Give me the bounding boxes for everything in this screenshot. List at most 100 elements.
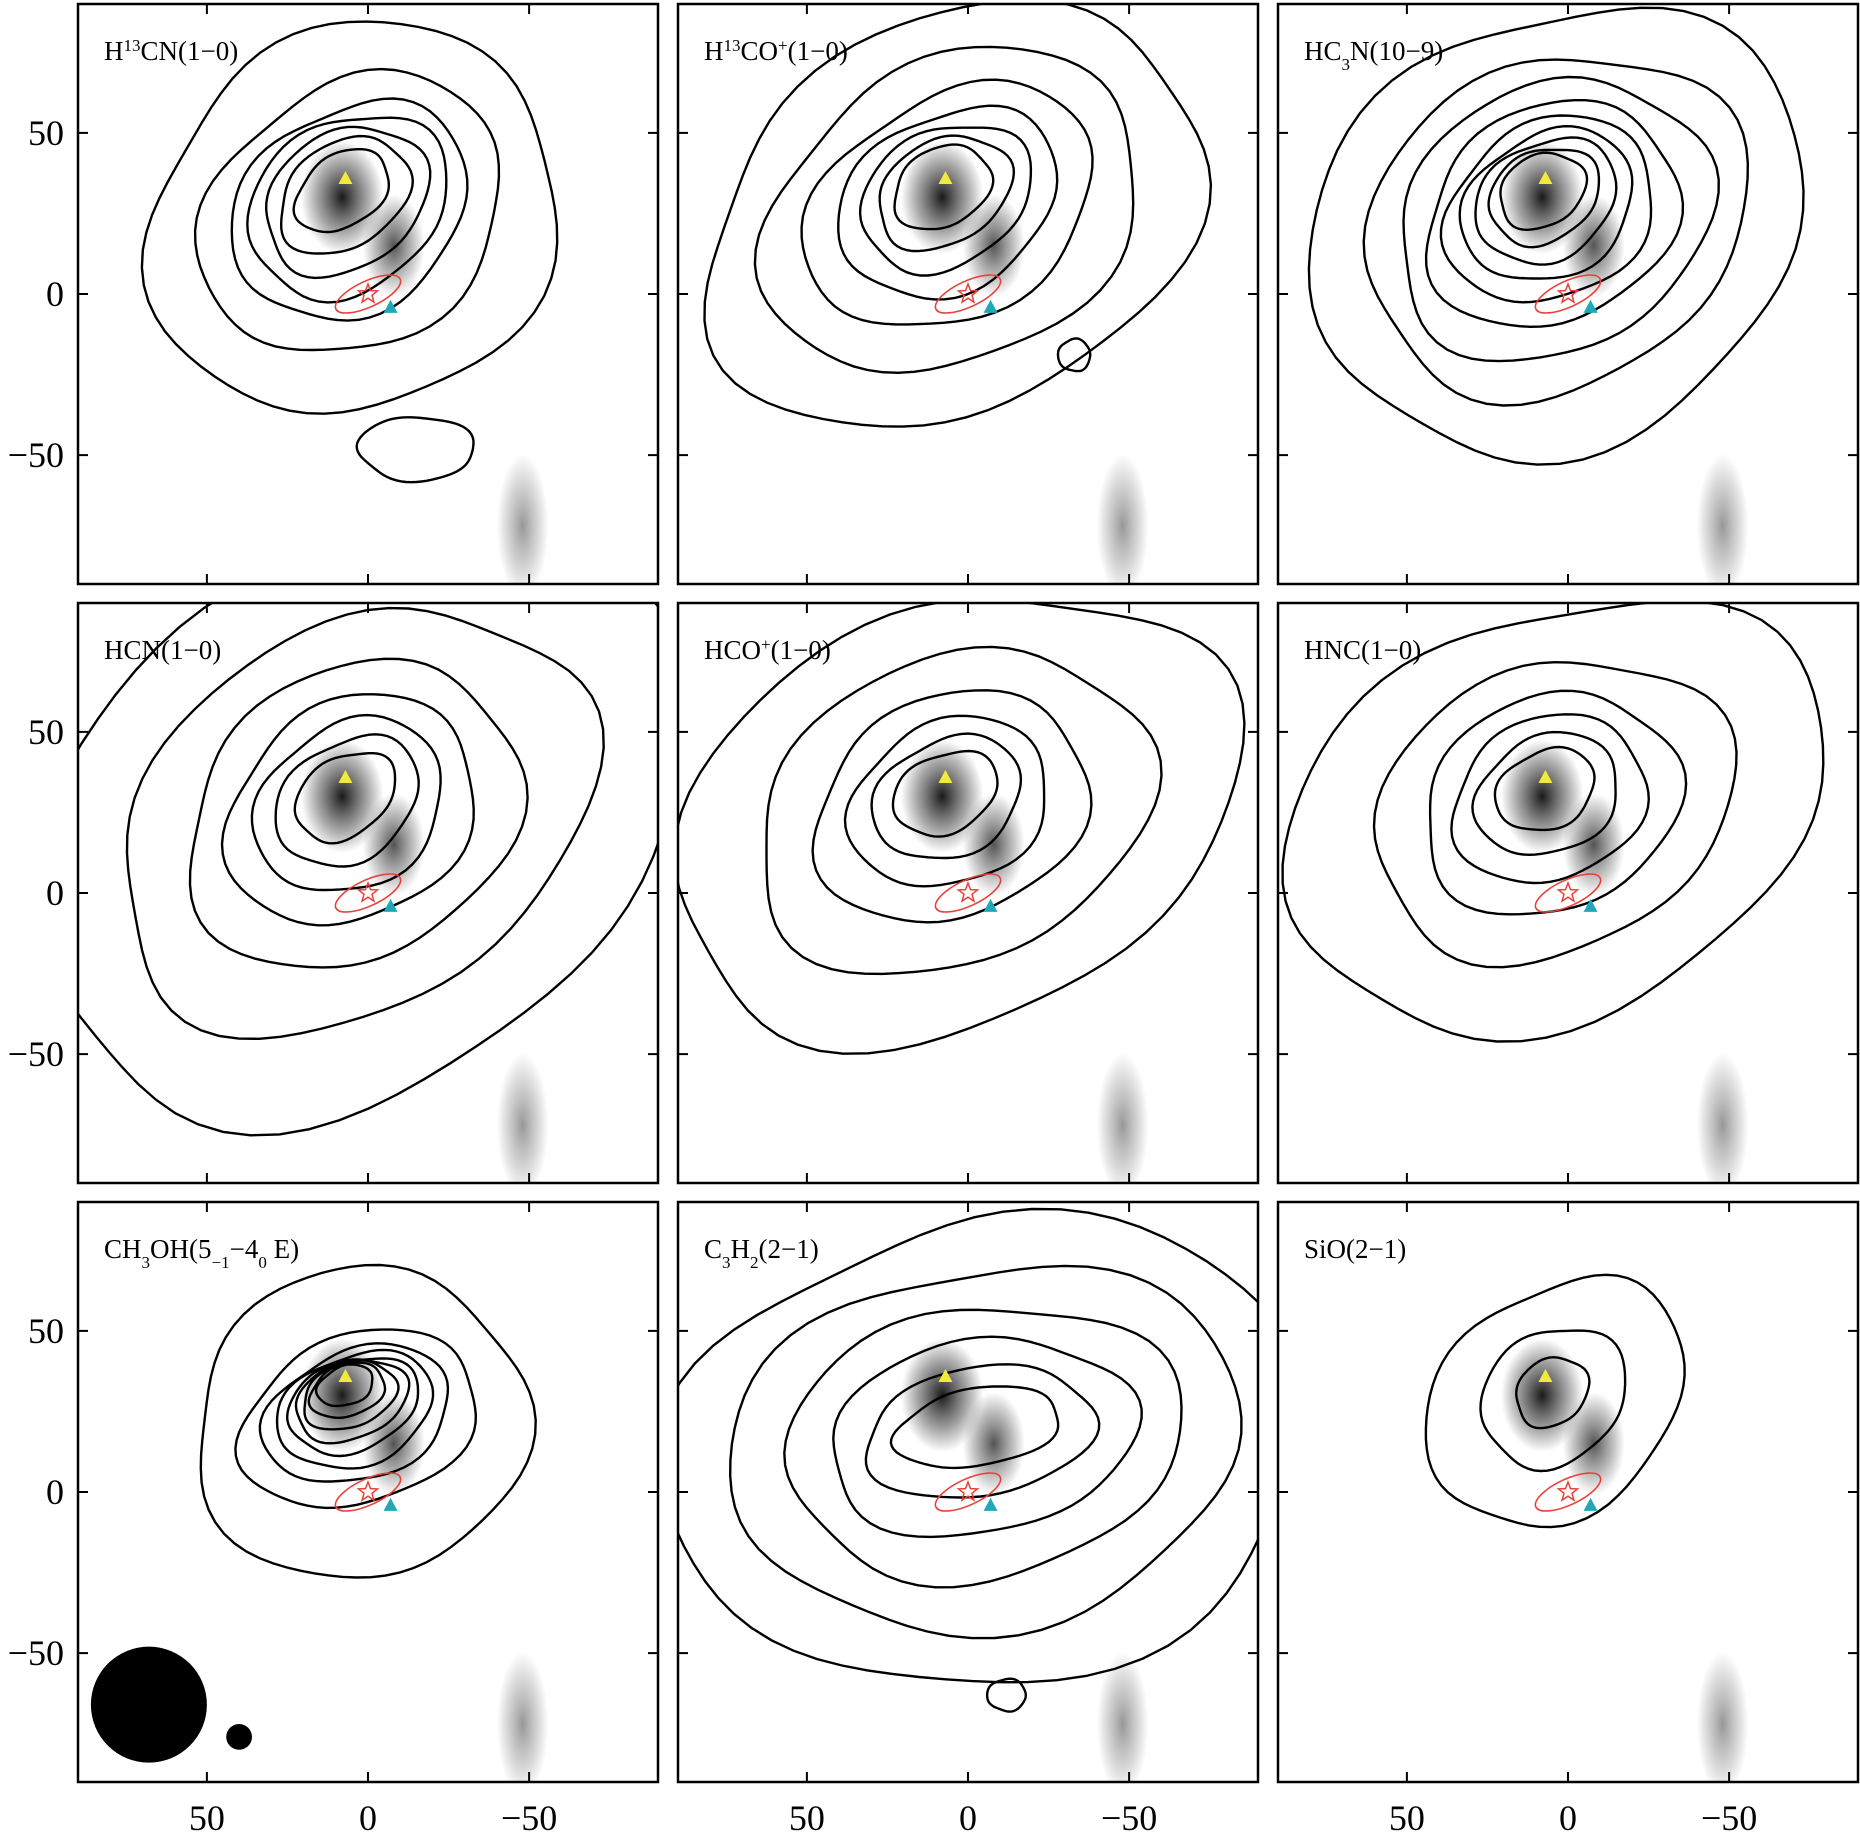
contour-level bbox=[193, 67, 501, 352]
triangle-marker-yellow bbox=[1538, 171, 1553, 184]
contour-level bbox=[1362, 58, 1750, 407]
contour-level bbox=[307, 1361, 387, 1419]
x-tick-label: −50 bbox=[501, 1798, 557, 1838]
greyscale-emission bbox=[300, 739, 384, 854]
contour-level bbox=[1487, 148, 1601, 249]
contour-level bbox=[893, 143, 995, 231]
contour-level bbox=[832, 1335, 1143, 1539]
plot-area bbox=[1281, 603, 1825, 1183]
greyscale-emission bbox=[900, 140, 984, 255]
plot-area bbox=[140, 20, 559, 584]
contour-level bbox=[264, 125, 432, 280]
position-ellipse bbox=[334, 274, 402, 314]
contour-level bbox=[870, 732, 1023, 860]
x-tick-label: 0 bbox=[959, 1798, 977, 1838]
label-subscript: 0 bbox=[258, 1253, 267, 1272]
contour-level bbox=[1428, 689, 1688, 916]
triangle-marker-cyan bbox=[1583, 299, 1598, 313]
contour-level bbox=[1424, 1273, 1686, 1529]
greyscale-emission bbox=[962, 1392, 1025, 1496]
label-part: −4 bbox=[230, 1234, 259, 1264]
panel-9: 50 0 −50 SiO(2−1) bbox=[1276, 1200, 1860, 1838]
panel-2: H13CO+(1−0) bbox=[676, 2, 1260, 586]
triangle-marker-yellow bbox=[938, 770, 953, 783]
position-ellipse bbox=[934, 873, 1002, 913]
contour-level bbox=[275, 1348, 435, 1470]
label-part: C bbox=[704, 1234, 722, 1264]
panel-frame bbox=[76, 601, 660, 1185]
triangle-marker-cyan bbox=[383, 898, 398, 912]
greyscale-emission bbox=[496, 1052, 549, 1183]
label-superscript: + bbox=[778, 36, 788, 55]
label-superscript: + bbox=[761, 635, 771, 654]
contour-level bbox=[1499, 151, 1589, 232]
y-tick-label: −50 bbox=[8, 1034, 64, 1074]
contour-level bbox=[678, 603, 1246, 1055]
contour-level bbox=[294, 1358, 411, 1445]
contour-level bbox=[1281, 603, 1825, 1043]
beam-size bbox=[90, 1646, 207, 1763]
contour-level bbox=[753, 45, 1135, 375]
contour-level bbox=[678, 1207, 1258, 1684]
contour-level bbox=[1372, 660, 1738, 969]
contour-level bbox=[246, 116, 448, 304]
panel-5: HCO+(1−0) bbox=[676, 601, 1260, 1185]
contour-level bbox=[355, 416, 475, 484]
contour-level bbox=[314, 1363, 374, 1408]
panel-frame bbox=[76, 2, 660, 586]
star-marker bbox=[1556, 880, 1580, 903]
greyscale-emission bbox=[496, 453, 549, 584]
y-tick-label: 0 bbox=[46, 1472, 64, 1512]
contour-level bbox=[728, 1264, 1243, 1640]
panel-6: HNC(1−0) bbox=[1276, 601, 1860, 1185]
greyscale-emission bbox=[1096, 1651, 1149, 1782]
contour-level bbox=[292, 148, 390, 234]
contour-level bbox=[279, 134, 415, 255]
position-ellipse bbox=[934, 1472, 1002, 1512]
panel-label: C3H2(2−1) bbox=[704, 1234, 819, 1272]
contour-level bbox=[1458, 124, 1634, 280]
y-tick-label: −50 bbox=[8, 435, 64, 475]
panel-frame bbox=[676, 1200, 1260, 1784]
greyscale-emission bbox=[1500, 140, 1584, 255]
label-superscript: 13 bbox=[124, 36, 141, 55]
plot-area bbox=[678, 1207, 1258, 1782]
label-part: (1−0) bbox=[771, 635, 831, 665]
greyscale-emission bbox=[1696, 1052, 1749, 1183]
contour-level bbox=[293, 752, 397, 845]
label-part: H bbox=[104, 36, 124, 66]
triangle-marker-cyan bbox=[383, 299, 398, 313]
greyscale-emission bbox=[1500, 739, 1584, 854]
x-tick-label: 0 bbox=[359, 1798, 377, 1838]
panel-label: HC3N(10−9) bbox=[1304, 36, 1443, 74]
contour-level bbox=[285, 1357, 420, 1458]
greyscale-emission bbox=[300, 140, 384, 255]
triangle-marker-yellow bbox=[338, 171, 353, 184]
contour-level bbox=[1479, 1329, 1627, 1473]
label-part: HCO bbox=[704, 635, 761, 665]
label-part: H bbox=[704, 36, 724, 66]
label-part: HCN(1−0) bbox=[104, 635, 221, 665]
contour-level bbox=[837, 104, 1059, 301]
label-part: OH(5 bbox=[150, 1234, 212, 1264]
panel-1: 50 0 −50 H13CN(1−0) bbox=[8, 2, 660, 586]
contour-level bbox=[985, 1677, 1028, 1713]
contour-level bbox=[703, 4, 1213, 428]
contour-level bbox=[783, 1308, 1183, 1589]
label-part: HC bbox=[1304, 36, 1342, 66]
x-tick-label: 50 bbox=[189, 1798, 225, 1838]
label-subscript: 3 bbox=[142, 1253, 151, 1272]
triangle-marker-yellow bbox=[338, 770, 353, 783]
greyscale-emission bbox=[1096, 1052, 1149, 1183]
greyscale-emission bbox=[962, 793, 1025, 897]
y-tick-label: 50 bbox=[28, 712, 64, 752]
greyscale-emission bbox=[1696, 453, 1749, 584]
contour-level bbox=[1493, 745, 1596, 832]
label-subscript: 3 bbox=[722, 1253, 731, 1272]
contour-level bbox=[1450, 713, 1651, 885]
panel-frame bbox=[1276, 1200, 1860, 1784]
y-tick-label: 0 bbox=[46, 274, 64, 314]
label-part: CO bbox=[741, 36, 779, 66]
star-marker bbox=[956, 281, 980, 304]
